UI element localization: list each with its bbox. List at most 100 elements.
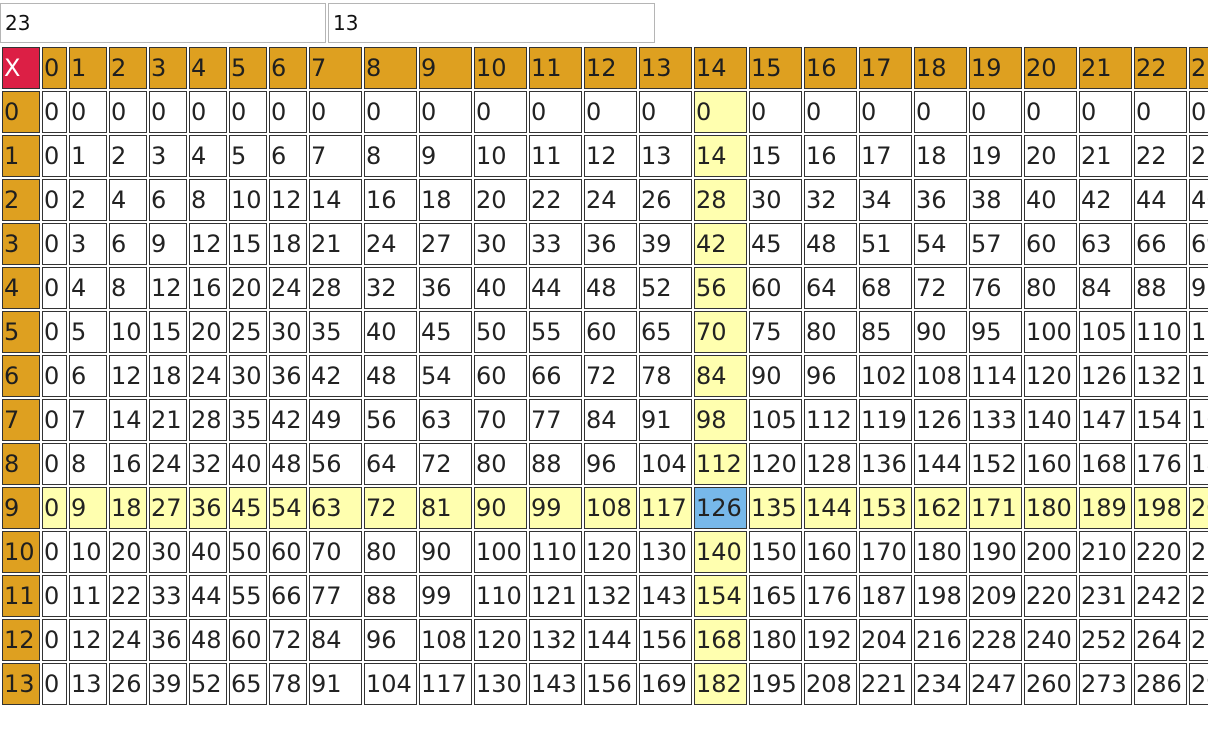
product-cell[interactable]: 0: [42, 531, 67, 573]
product-cell[interactable]: 30: [474, 223, 527, 265]
product-cell[interactable]: 77: [529, 399, 582, 441]
product-cell[interactable]: 33: [149, 575, 187, 617]
product-cell[interactable]: 22: [529, 179, 582, 221]
product-cell[interactable]: 0: [1079, 91, 1132, 133]
product-cell[interactable]: 190: [969, 531, 1022, 573]
product-cell[interactable]: 12: [584, 135, 637, 177]
product-cell[interactable]: 0: [229, 91, 267, 133]
product-cell[interactable]: 50: [229, 531, 267, 573]
product-cell[interactable]: 32: [189, 443, 227, 485]
product-cell[interactable]: 24: [364, 223, 417, 265]
product-cell[interactable]: 22: [1134, 135, 1187, 177]
product-cell[interactable]: 162: [914, 487, 967, 529]
product-cell[interactable]: 18: [109, 487, 147, 529]
product-cell[interactable]: 21: [1079, 135, 1132, 177]
product-cell[interactable]: 96: [804, 355, 857, 397]
product-cell[interactable]: 20: [189, 311, 227, 353]
product-cell[interactable]: 8: [69, 443, 107, 485]
product-cell[interactable]: 143: [529, 663, 582, 705]
product-cell[interactable]: 104: [364, 663, 417, 705]
product-cell[interactable]: 48: [804, 223, 857, 265]
product-cell[interactable]: 36: [914, 179, 967, 221]
product-cell[interactable]: 10: [474, 135, 527, 177]
product-cell[interactable]: 63: [1079, 223, 1132, 265]
product-cell[interactable]: 17: [859, 135, 912, 177]
product-cell[interactable]: 72: [269, 619, 307, 661]
product-cell[interactable]: 160: [804, 531, 857, 573]
product-cell[interactable]: 45: [229, 487, 267, 529]
product-cell[interactable]: 55: [229, 575, 267, 617]
product-cell[interactable]: 21: [149, 399, 187, 441]
product-cell[interactable]: 252: [1079, 619, 1132, 661]
product-cell[interactable]: 80: [474, 443, 527, 485]
product-cell[interactable]: 16: [189, 267, 227, 309]
product-cell[interactable]: 6: [149, 179, 187, 221]
product-cell[interactable]: 110: [474, 575, 527, 617]
product-cell[interactable]: 117: [639, 487, 692, 529]
product-cell[interactable]: 168: [694, 619, 747, 661]
product-cell[interactable]: 0: [419, 91, 472, 133]
product-cell[interactable]: 3: [69, 223, 107, 265]
product-cell[interactable]: 11: [69, 575, 107, 617]
product-cell[interactable]: 14: [309, 179, 362, 221]
product-cell[interactable]: 0: [309, 91, 362, 133]
product-cell[interactable]: 56: [364, 399, 417, 441]
product-cell[interactable]: 117: [419, 663, 472, 705]
product-cell[interactable]: 0: [804, 91, 857, 133]
product-cell[interactable]: 10: [69, 531, 107, 573]
product-cell[interactable]: 69: [1189, 223, 1208, 265]
product-cell[interactable]: 15: [229, 223, 267, 265]
product-cell[interactable]: 28: [694, 179, 747, 221]
product-cell[interactable]: 90: [419, 531, 472, 573]
product-cell[interactable]: 120: [749, 443, 802, 485]
product-cell[interactable]: 96: [364, 619, 417, 661]
product-cell[interactable]: 27: [419, 223, 472, 265]
product-cell[interactable]: 0: [109, 91, 147, 133]
product-cell[interactable]: 198: [1134, 487, 1187, 529]
product-cell[interactable]: 0: [914, 91, 967, 133]
product-cell[interactable]: 184: [1189, 443, 1208, 485]
product-cell[interactable]: 130: [639, 531, 692, 573]
product-cell[interactable]: 143: [639, 575, 692, 617]
product-cell[interactable]: 72: [419, 443, 472, 485]
product-cell[interactable]: 84: [694, 355, 747, 397]
product-cell[interactable]: 60: [229, 619, 267, 661]
product-cell[interactable]: 30: [229, 355, 267, 397]
product-cell[interactable]: 144: [584, 619, 637, 661]
product-cell[interactable]: 85: [859, 311, 912, 353]
product-cell[interactable]: 18: [914, 135, 967, 177]
product-cell[interactable]: 0: [42, 91, 67, 133]
product-cell[interactable]: 114: [969, 355, 1022, 397]
product-cell[interactable]: 60: [749, 267, 802, 309]
product-cell[interactable]: 55: [529, 311, 582, 353]
product-cell[interactable]: 0: [529, 91, 582, 133]
product-cell[interactable]: 105: [1079, 311, 1132, 353]
product-cell[interactable]: 80: [364, 531, 417, 573]
product-cell[interactable]: 169: [639, 663, 692, 705]
product-cell[interactable]: 45: [419, 311, 472, 353]
product-cell[interactable]: 140: [1024, 399, 1077, 441]
product-cell[interactable]: 2: [109, 135, 147, 177]
product-cell[interactable]: 0: [42, 663, 67, 705]
product-cell[interactable]: 147: [1079, 399, 1132, 441]
product-cell[interactable]: 176: [804, 575, 857, 617]
product-cell[interactable]: 34: [859, 179, 912, 221]
product-cell[interactable]: 6: [269, 135, 307, 177]
product-cell[interactable]: 42: [269, 399, 307, 441]
product-cell[interactable]: 40: [474, 267, 527, 309]
product-cell[interactable]: 46: [1189, 179, 1208, 221]
product-cell[interactable]: 14: [694, 135, 747, 177]
product-cell[interactable]: 171: [969, 487, 1022, 529]
product-cell[interactable]: 13: [69, 663, 107, 705]
product-cell[interactable]: 36: [269, 355, 307, 397]
product-cell[interactable]: 180: [914, 531, 967, 573]
product-cell[interactable]: 126: [1079, 355, 1132, 397]
product-cell[interactable]: 92: [1189, 267, 1208, 309]
product-cell[interactable]: 120: [474, 619, 527, 661]
product-cell[interactable]: 66: [1134, 223, 1187, 265]
product-cell[interactable]: 2: [69, 179, 107, 221]
product-cell[interactable]: 64: [804, 267, 857, 309]
product-cell[interactable]: 110: [529, 531, 582, 573]
product-cell[interactable]: 0: [1189, 91, 1208, 133]
product-cell[interactable]: 242: [1134, 575, 1187, 617]
